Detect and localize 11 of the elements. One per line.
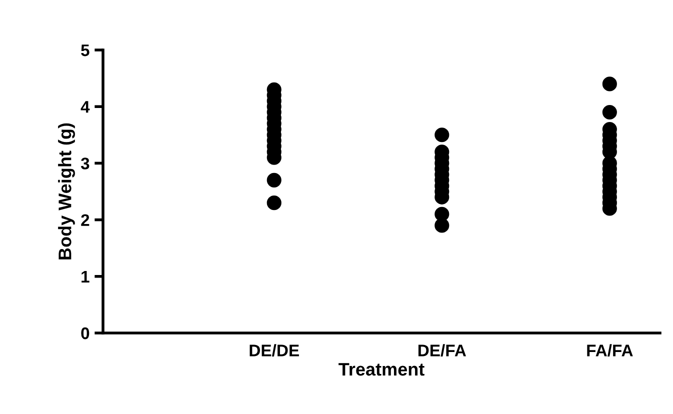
x-tick-label: FA/FA xyxy=(587,344,633,357)
y-axis-title: Body Weight (g) xyxy=(58,123,75,260)
x-tick-label: DE/FA xyxy=(418,344,466,357)
y-tick-label: 0 xyxy=(81,327,90,340)
y-tick-label: 5 xyxy=(81,44,90,56)
y-tick-label: 3 xyxy=(80,158,90,170)
y-tick-label: 2 xyxy=(81,214,90,226)
y-tick-label: 1 xyxy=(82,270,90,282)
x-tick-label: DE/DE xyxy=(250,344,299,357)
y-tick-label: 4 xyxy=(80,101,90,113)
x-axis-title: Treatment xyxy=(338,363,424,376)
